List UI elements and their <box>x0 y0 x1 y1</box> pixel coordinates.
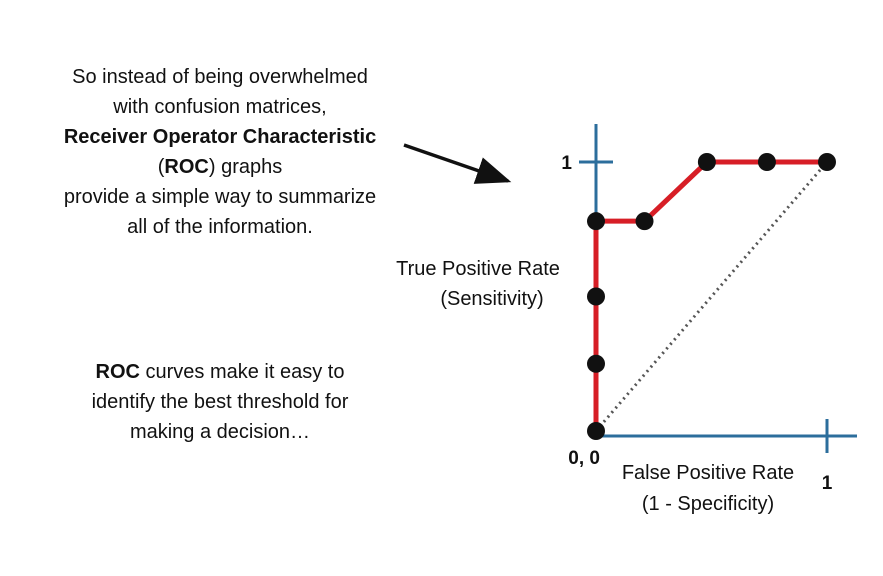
intro-line-6: all of the information. <box>127 216 313 238</box>
roc-point-3 <box>587 212 605 231</box>
roc-note-line-1-rest: curves make it easy to <box>139 361 345 383</box>
intro-line-2: with confusion matrices, <box>113 96 327 118</box>
roc-point-6 <box>757 153 776 171</box>
roc-point-4 <box>635 212 654 231</box>
roc-point-7 <box>818 153 836 171</box>
intro-line-1: So instead of being overwhelmed <box>72 66 368 88</box>
x-axis-label-line-2: (1 - Specificity) <box>642 493 774 515</box>
roc-note-line-1: ROC curves make it easy to <box>20 357 420 387</box>
intro-text: So instead of being overwhelmed with con… <box>20 62 420 242</box>
intro-line-4: (ROC) graphs <box>20 152 420 182</box>
pointer-arrow <box>403 143 512 184</box>
roc-note-line-3: making a decision… <box>129 421 311 443</box>
intro-roc-bold: ROC <box>164 156 209 178</box>
y-tick-label: 1 <box>561 153 572 174</box>
roc-note-bold: ROC <box>95 361 140 383</box>
roc-points <box>587 153 836 440</box>
x-tick-label: 1 <box>822 473 833 494</box>
intro-line-3: Receiver Operator Characteristic <box>63 126 377 148</box>
origin-label: 0, 0 <box>568 448 600 469</box>
roc-note-text: ROC curves make it easy to identify the … <box>20 357 420 447</box>
intro-line-4-rest: ) graphs <box>208 156 283 178</box>
intro-paren-open: ( <box>157 156 165 178</box>
intro-line-5: provide a simple way to summarize <box>63 186 377 208</box>
x-axis-label-line-1: False Positive Rate <box>622 462 794 484</box>
roc-point-2 <box>587 287 605 306</box>
roc-point-1 <box>587 354 605 373</box>
random-classifier-diagonal <box>594 161 829 432</box>
roc-point-5 <box>697 153 716 171</box>
y-axis-label-line-1: True Positive Rate <box>396 258 560 280</box>
roc-note-line-2: identify the best threshold for <box>91 391 349 413</box>
y-axis-label-line-2: (Sensitivity) <box>440 288 543 310</box>
roc-point-0 <box>587 422 605 440</box>
